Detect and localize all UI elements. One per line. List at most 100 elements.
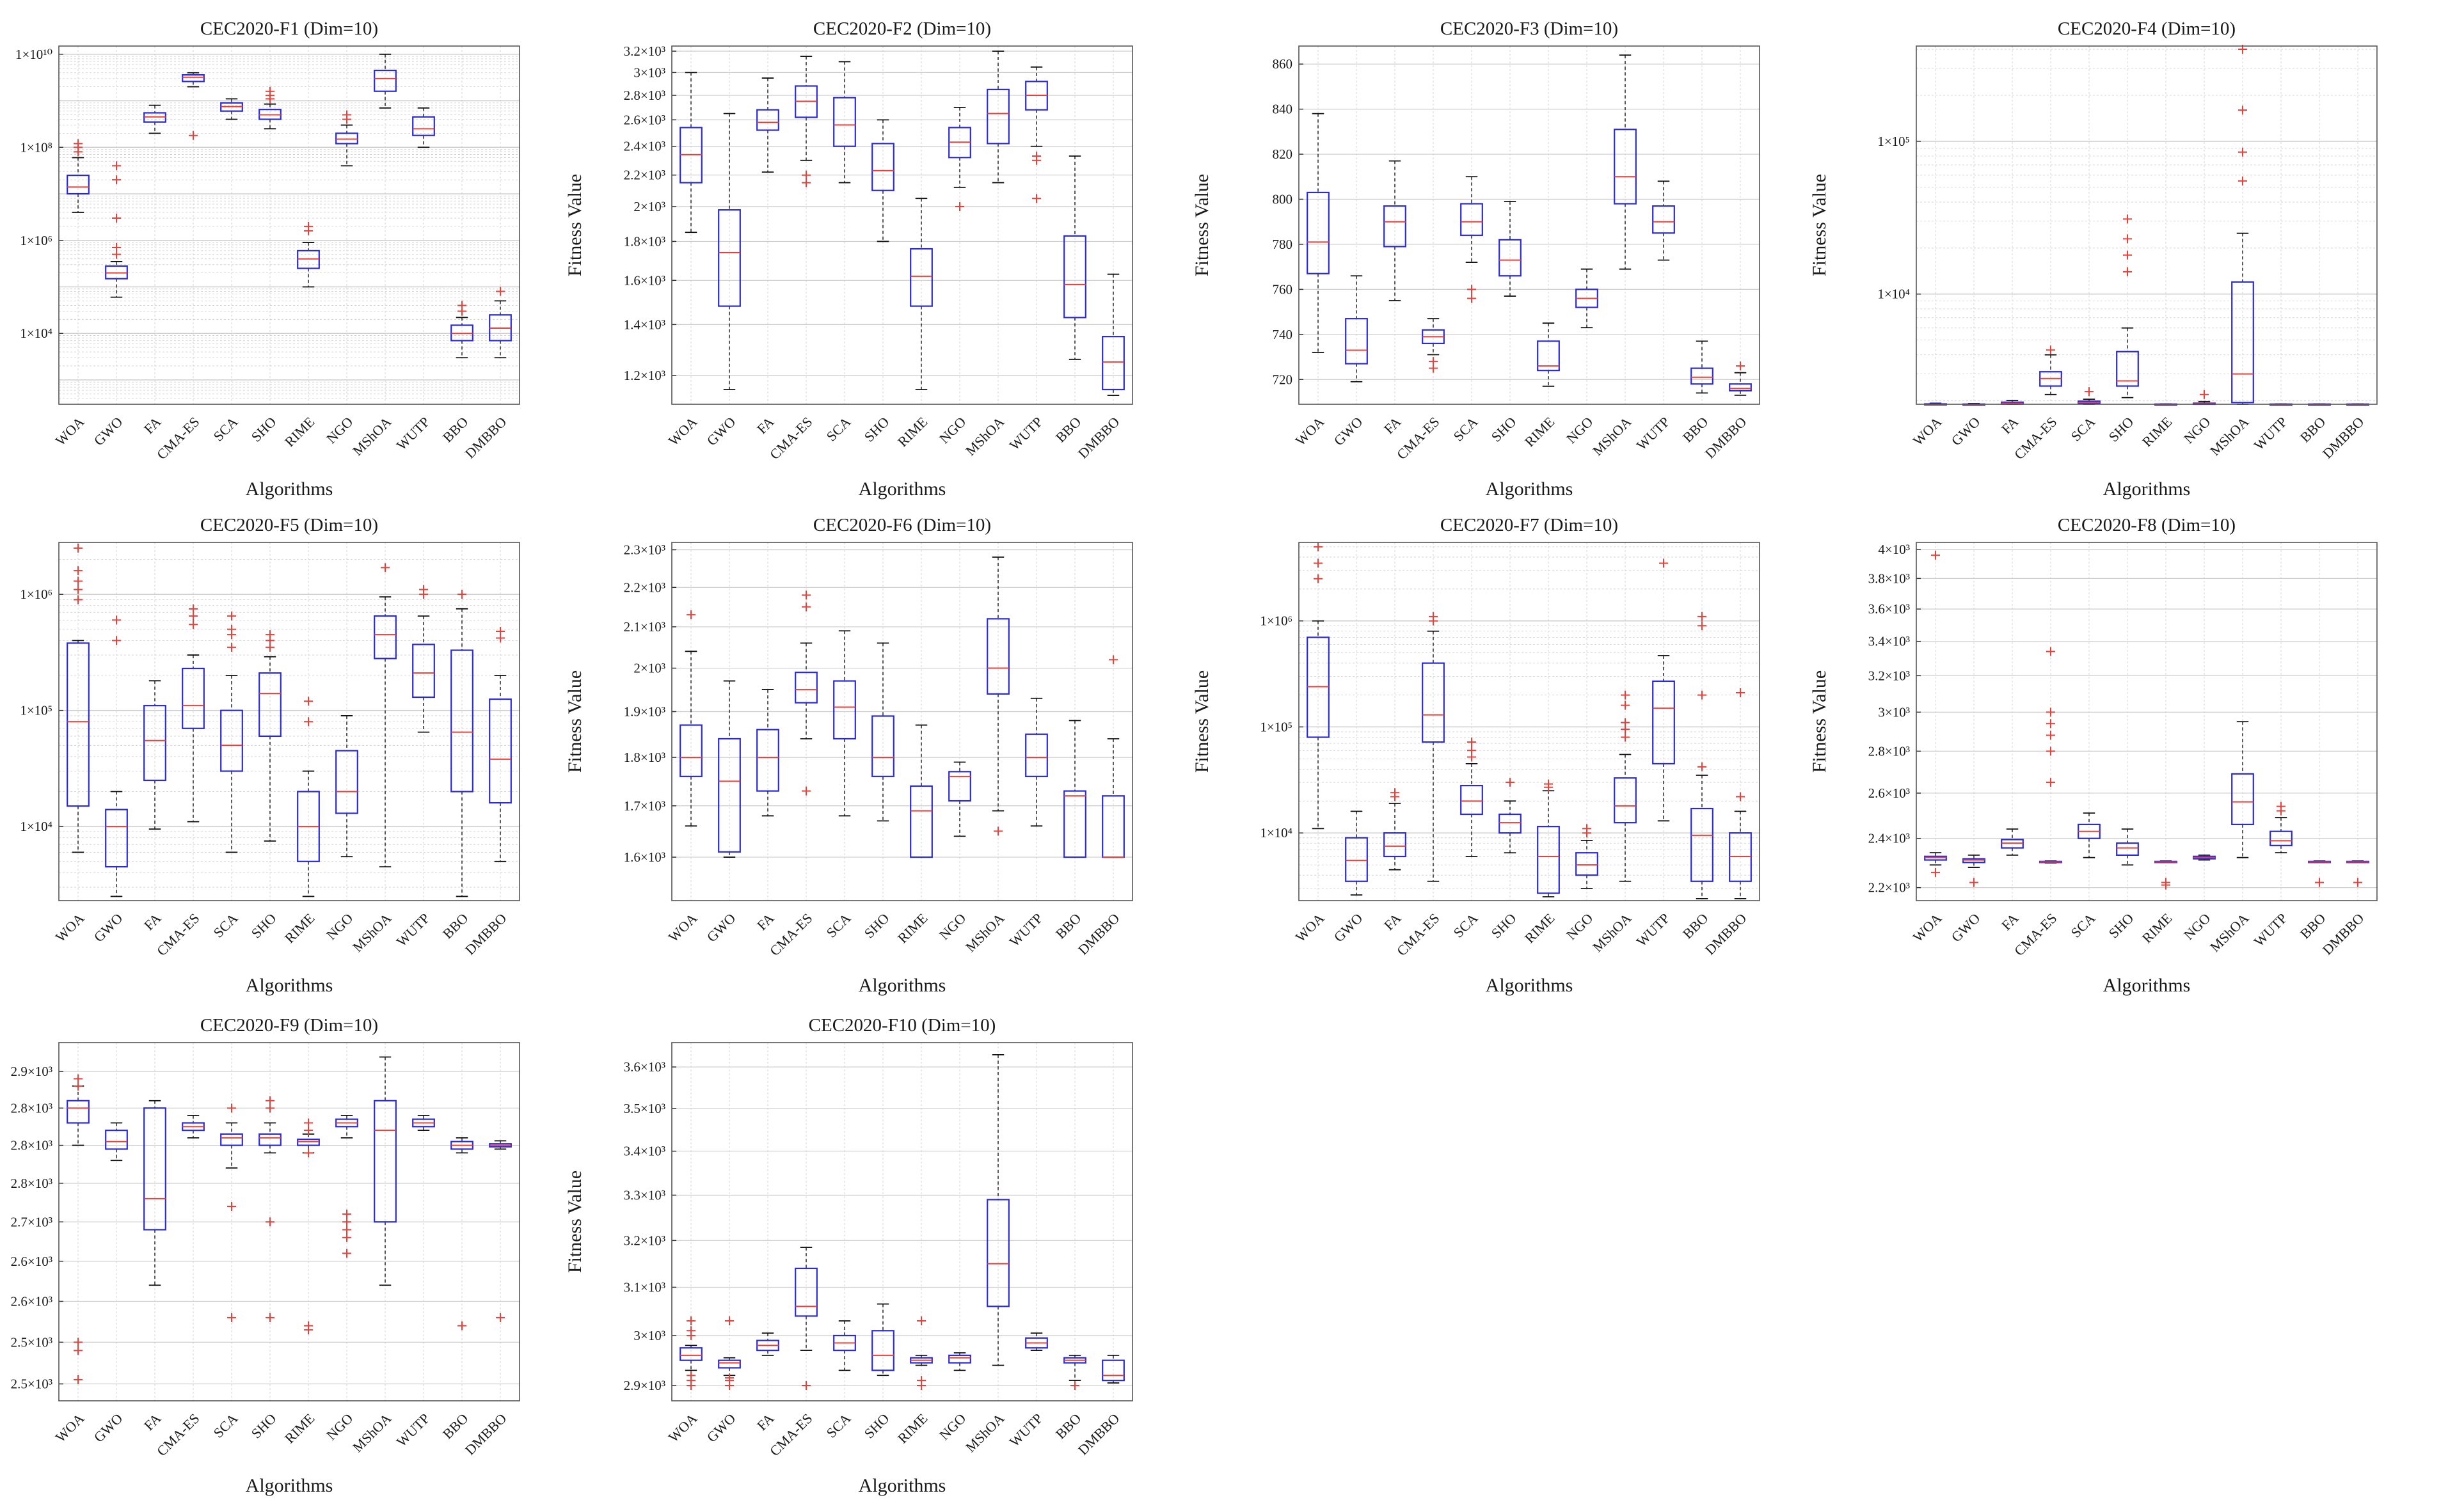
y-tick-label: 2.5×10³ [11,1334,52,1350]
outlier-mark [112,615,121,625]
box-mshoa [1614,690,1637,882]
y-tick-label: 3.2×10³ [624,1233,665,1248]
box-sca [1460,738,1483,857]
box-bbo [2308,860,2331,887]
box-rime [1537,779,1560,897]
box-woa [1924,550,1947,877]
x-tick-label: GWO [1331,414,1366,449]
box-iqr [987,618,1010,695]
outlier-mark [994,826,1003,836]
outlier-mark [112,214,121,223]
box-iqr [374,1100,397,1223]
chart-title: CEC2020-F3 (Dim=10) [1440,19,1618,39]
box-sho [871,119,894,242]
y-tick-label: 760 [1273,281,1293,297]
box-iqr [2231,773,2254,825]
box-iqr [182,667,205,729]
box-bbo [1690,340,1713,394]
y-tick-label: 1.7×10³ [624,798,665,814]
outlier-mark [342,1225,351,1235]
x-tick-label: SCA [823,414,854,445]
boxplot-chart-f1: 1×10⁴ 1×10⁶ 1×10⁸ 1×10¹⁰ WOA GWO FA CMA-ES SCA SH… [0,0,544,505]
x-tick-label: RIME [2139,414,2175,450]
box-sho [258,1096,282,1322]
box-fa [143,1100,166,1286]
grid [59,542,520,901]
x-tick-label: CMA-ES [767,1410,815,1459]
box-rime [1537,322,1560,387]
outlier-mark [1314,574,1323,583]
box-iqr [67,642,90,807]
box-iqr [297,249,320,269]
x-tick-label: SHO [2106,910,2137,942]
grid [672,1043,1133,1401]
x-tick-label: WUTP [2251,910,2291,950]
outlier-mark [189,620,198,629]
box-mshoa [374,563,397,867]
outlier-mark [1429,611,1438,621]
outlier-mark [1931,550,1940,560]
chart-svg: 2.2×10³ 2.4×10³ 2.6×10³ 2.8×10³ 3×10³ 3.2×10³… [1809,515,2378,996]
box-fa [143,680,166,830]
box-gwo [718,680,741,858]
grid [1916,542,2377,901]
box-rime [2154,860,2177,890]
boxplot-chart-f8: 2.2×10³ 2.4×10³ 2.6×10³ 2.8×10³ 3×10³ 3.2×10³… [1809,496,2401,1002]
boxplot-chart-f6: 1.6×10³ 1.7×10³ 1.8×10³ 1.9×10³ 2×10³ 2.1×10³… [564,496,1157,1002]
box-ngo [335,110,358,167]
outlier-mark [227,1201,236,1211]
boxplot-chart-f5: 1×10⁴ 1×10⁵ 1×10⁶ WOA GWO FA CMA-ES SCA SHO RIME N… [0,496,544,1002]
y-tick-label: 1.9×10³ [624,704,665,719]
chart-svg: 2.9×10³ 3×10³ 3.1×10³ 3.2×10³ 3.3×10³ 3.4×10³… [564,1015,1133,1496]
outlier-mark [1621,732,1630,742]
y-tick-label: 1×10⁵ [1260,719,1292,734]
box-iqr [220,709,243,772]
outlier-mark [112,243,121,253]
x-tick-label: SHO [1488,414,1520,445]
box-iqr [67,1100,90,1124]
outlier-mark [1736,361,1745,371]
x-tick-label: WOA [1292,414,1328,449]
x-tick-label: GWO [1948,910,1983,945]
grid [1299,46,1760,404]
box-iqr [1345,318,1368,365]
box-iqr [833,97,856,147]
x-tick-label: RIME [282,414,318,450]
x-tick-label: MShOA [962,1410,1007,1455]
x-axis-label: Algorithms [859,975,946,996]
outlier-mark [1032,194,1041,203]
box-rime [910,198,933,390]
box-wutp [1652,558,1675,822]
x-tick-label: CMA-ES [1394,414,1442,462]
outlier-mark [266,1313,274,1322]
x-tick-label: MShOA [1589,910,1634,955]
outlier-mark [2085,387,2094,397]
box-iqr [1537,826,1560,894]
box-iqr [1690,807,1713,882]
box-iqr [2116,842,2139,856]
chart-title: CEC2020-F9 (Dim=10) [200,1015,378,1036]
box-iqr [489,698,512,804]
box-iqr [756,1339,779,1352]
box-sho [258,86,282,130]
box-iqr [1924,855,1947,861]
x-tick-label: NGO [936,910,969,943]
x-tick-label: GWO [704,910,739,945]
x-tick-label: GWO [1331,910,1366,945]
x-tick-label: SCA [2067,414,2098,445]
outlier-mark [74,585,83,594]
box-mshoa [1614,54,1637,270]
box-iqr [1614,777,1637,824]
outlier-mark [1032,152,1041,161]
chart-title: CEC2020-F4 (Dim=10) [2058,19,2236,39]
outlier-mark [227,611,236,621]
chart-svg: 1.2×10³ 1.4×10³ 1.6×10³ 1.8×10³ 2×10³ 2.2×10³… [564,19,1133,500]
y-axis-label: Fitness Value [1809,670,1830,773]
outlier-mark [419,585,428,594]
outlier-mark [1467,285,1476,294]
x-axis-label: Algorithms [859,1475,946,1496]
box-iqr [1460,784,1483,816]
box-iqr [2193,855,2216,860]
box-ngo [948,761,971,837]
